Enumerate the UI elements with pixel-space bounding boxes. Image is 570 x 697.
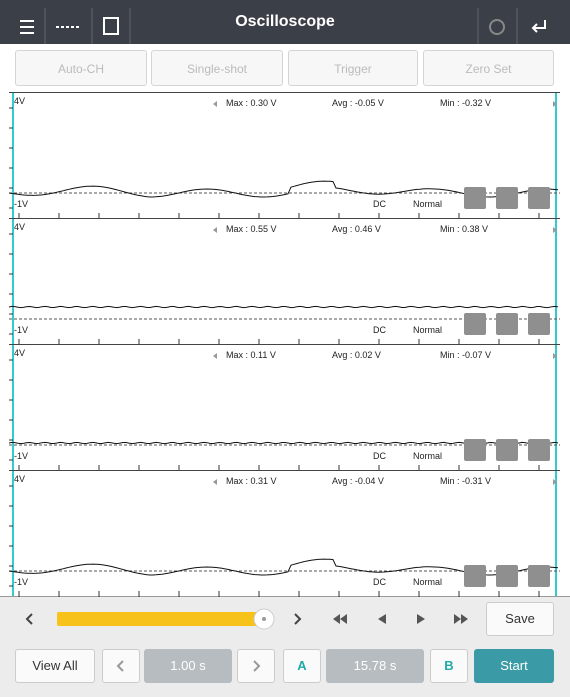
channel-icon-button[interactable] <box>464 187 486 209</box>
channel-panel: 4V -1V Max : 0.31 V Avg : -0.04 V Min : -0.3… <box>9 470 560 597</box>
channel-icon-button[interactable] <box>528 439 550 461</box>
toolbar-button[interactable]: Zero Set <box>423 50 554 86</box>
trigger-mode: Normal <box>413 325 443 335</box>
coupling: DC <box>373 451 386 461</box>
scale-top: 4V <box>14 474 26 484</box>
trigger-mode: Normal <box>413 577 443 587</box>
time-div: 1.00 s <box>144 649 232 683</box>
channel-panel: 4V -1V Max : 0.30 V Avg : -0.05 V Min : -0.3… <box>9 92 560 219</box>
avg-value: Avg : -0.05 V <box>332 98 384 108</box>
min-value: Min : -0.32 V <box>440 98 492 108</box>
coupling: DC <box>373 325 386 335</box>
avg-value: Avg : 0.02 V <box>332 350 381 360</box>
toolbar-button[interactable]: Single-shot <box>151 50 283 86</box>
scale-top: 4V <box>14 222 26 232</box>
playback-controls <box>25 608 468 630</box>
prev-button[interactable] <box>102 649 140 683</box>
channel-icon-button[interactable] <box>496 565 518 587</box>
cursor-b-button[interactable]: B <box>430 649 468 683</box>
scale-bottom: -1V <box>14 199 29 209</box>
scale-top: 4V <box>14 348 26 358</box>
max-value: Max : 0.55 V <box>226 224 277 234</box>
scale-bottom: -1V <box>14 577 29 587</box>
max-value: Max : 0.30 V <box>226 98 277 108</box>
channel-icon-button[interactable] <box>496 439 518 461</box>
scale-top: 4V <box>14 96 26 106</box>
trigger-mode: Normal <box>413 451 443 461</box>
avg-value: Avg : -0.04 V <box>332 476 384 486</box>
min-value: Min : 0.38 V <box>440 224 489 234</box>
top-icons <box>20 8 546 44</box>
channel-icon-button[interactable] <box>528 187 550 209</box>
channel-icon-button[interactable] <box>464 565 486 587</box>
min-value: Min : -0.31 V <box>440 476 492 486</box>
toolbar-button[interactable]: Auto-CH <box>15 50 147 86</box>
title: Oscilloscope <box>235 13 335 30</box>
next-button[interactable] <box>237 649 275 683</box>
trigger-mode: Normal <box>413 199 443 209</box>
cursor-a-button[interactable]: A <box>283 649 321 683</box>
channel-panel: 4V -1V Max : 0.55 V Avg : 0.46 V Min : 0.38 … <box>9 218 560 345</box>
top-bar: Oscilloscope <box>0 0 570 44</box>
max-value: Max : 0.11 V <box>226 350 276 360</box>
view-all-button[interactable]: View All <box>15 649 95 683</box>
channel-panel: 4V -1V Max : 0.11 V Avg : 0.02 V Min : -0.07… <box>9 344 560 471</box>
channel-icon-button[interactable] <box>464 439 486 461</box>
start-button[interactable]: Start <box>474 649 554 683</box>
coupling: DC <box>373 577 386 587</box>
toolbar-button[interactable]: Trigger <box>288 50 418 86</box>
save-button[interactable]: Save <box>486 602 554 636</box>
min-value: Min : -0.07 V <box>440 350 492 360</box>
max-value: Max : 0.31 V <box>226 476 277 486</box>
scale-bottom: -1V <box>14 325 29 335</box>
cursor-time: 15.78 s <box>326 649 424 683</box>
coupling: DC <box>373 199 386 209</box>
channel-icon-button[interactable] <box>464 313 486 335</box>
avg-value: Avg : 0.46 V <box>332 224 381 234</box>
channel-icon-button[interactable] <box>496 187 518 209</box>
channel-icon-button[interactable] <box>528 313 550 335</box>
channel-icon-button[interactable] <box>528 565 550 587</box>
channel-icon-button[interactable] <box>496 313 518 335</box>
scale-bottom: -1V <box>14 451 29 461</box>
control-area: Save View All 1.00 s A 15.78 s B Start <box>0 596 570 697</box>
